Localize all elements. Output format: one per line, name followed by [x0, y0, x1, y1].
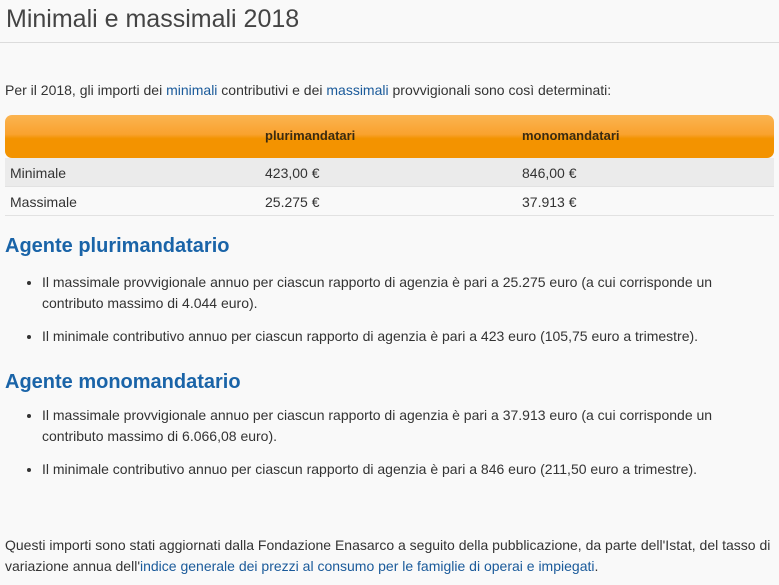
header-cell-monomandatari: monomandatari [522, 128, 620, 143]
page-title: Minimali e massimali 2018 [0, 0, 779, 43]
istat-index-link[interactable]: indice generale dei prezzi al consumo pe… [140, 558, 595, 574]
list-item: Il massimale provvigionale annuo per cia… [42, 405, 767, 447]
list-plurimandatario: Il massimale provvigionale annuo per cia… [0, 272, 767, 359]
row-label: Massimale [10, 194, 77, 210]
contributions-table: plurimandatari monomandatari Minimale 42… [5, 115, 774, 216]
table-row-minimale: Minimale 423,00 € 846,00 € [5, 158, 774, 187]
footer-text-end: . [594, 558, 599, 574]
list-item: Il minimale contributivo annuo per ciasc… [42, 326, 767, 347]
intro-text: contributivi e dei [217, 82, 327, 98]
row-label: Minimale [10, 165, 67, 181]
list-item: Il massimale provvigionale annuo per cia… [42, 272, 767, 314]
table-row-massimale: Massimale 25.275 € 37.913 € [5, 187, 774, 216]
massimali-link[interactable]: massimali [326, 82, 389, 98]
table-header: plurimandatari monomandatari [5, 115, 774, 158]
intro-text: Per il 2018, gli importi dei [5, 82, 167, 98]
intro-text: provvigionali sono così determinati: [388, 82, 612, 98]
footer-text: Questi importi sono stati aggiornati dal… [5, 537, 771, 574]
heading-plurimandatario: Agente plurimandatario [5, 235, 230, 257]
cell-pluri: 423,00 € [265, 165, 320, 181]
cell-mono: 846,00 € [522, 165, 577, 181]
heading-monomandatario: Agente monomandatario [5, 371, 241, 393]
cell-pluri: 25.275 € [265, 194, 320, 210]
list-item: Il minimale contributivo annuo per ciasc… [42, 459, 767, 480]
footer-paragraph: Questi importi sono stati aggiornati dal… [5, 535, 775, 577]
list-monomandatario: Il massimale provvigionale annuo per cia… [0, 405, 767, 492]
cell-mono: 37.913 € [522, 194, 577, 210]
intro-paragraph: Per il 2018, gli importi dei minimali co… [5, 80, 611, 100]
header-cell-plurimandatari: plurimandatari [265, 128, 356, 143]
minimali-link[interactable]: minimali [166, 82, 218, 98]
